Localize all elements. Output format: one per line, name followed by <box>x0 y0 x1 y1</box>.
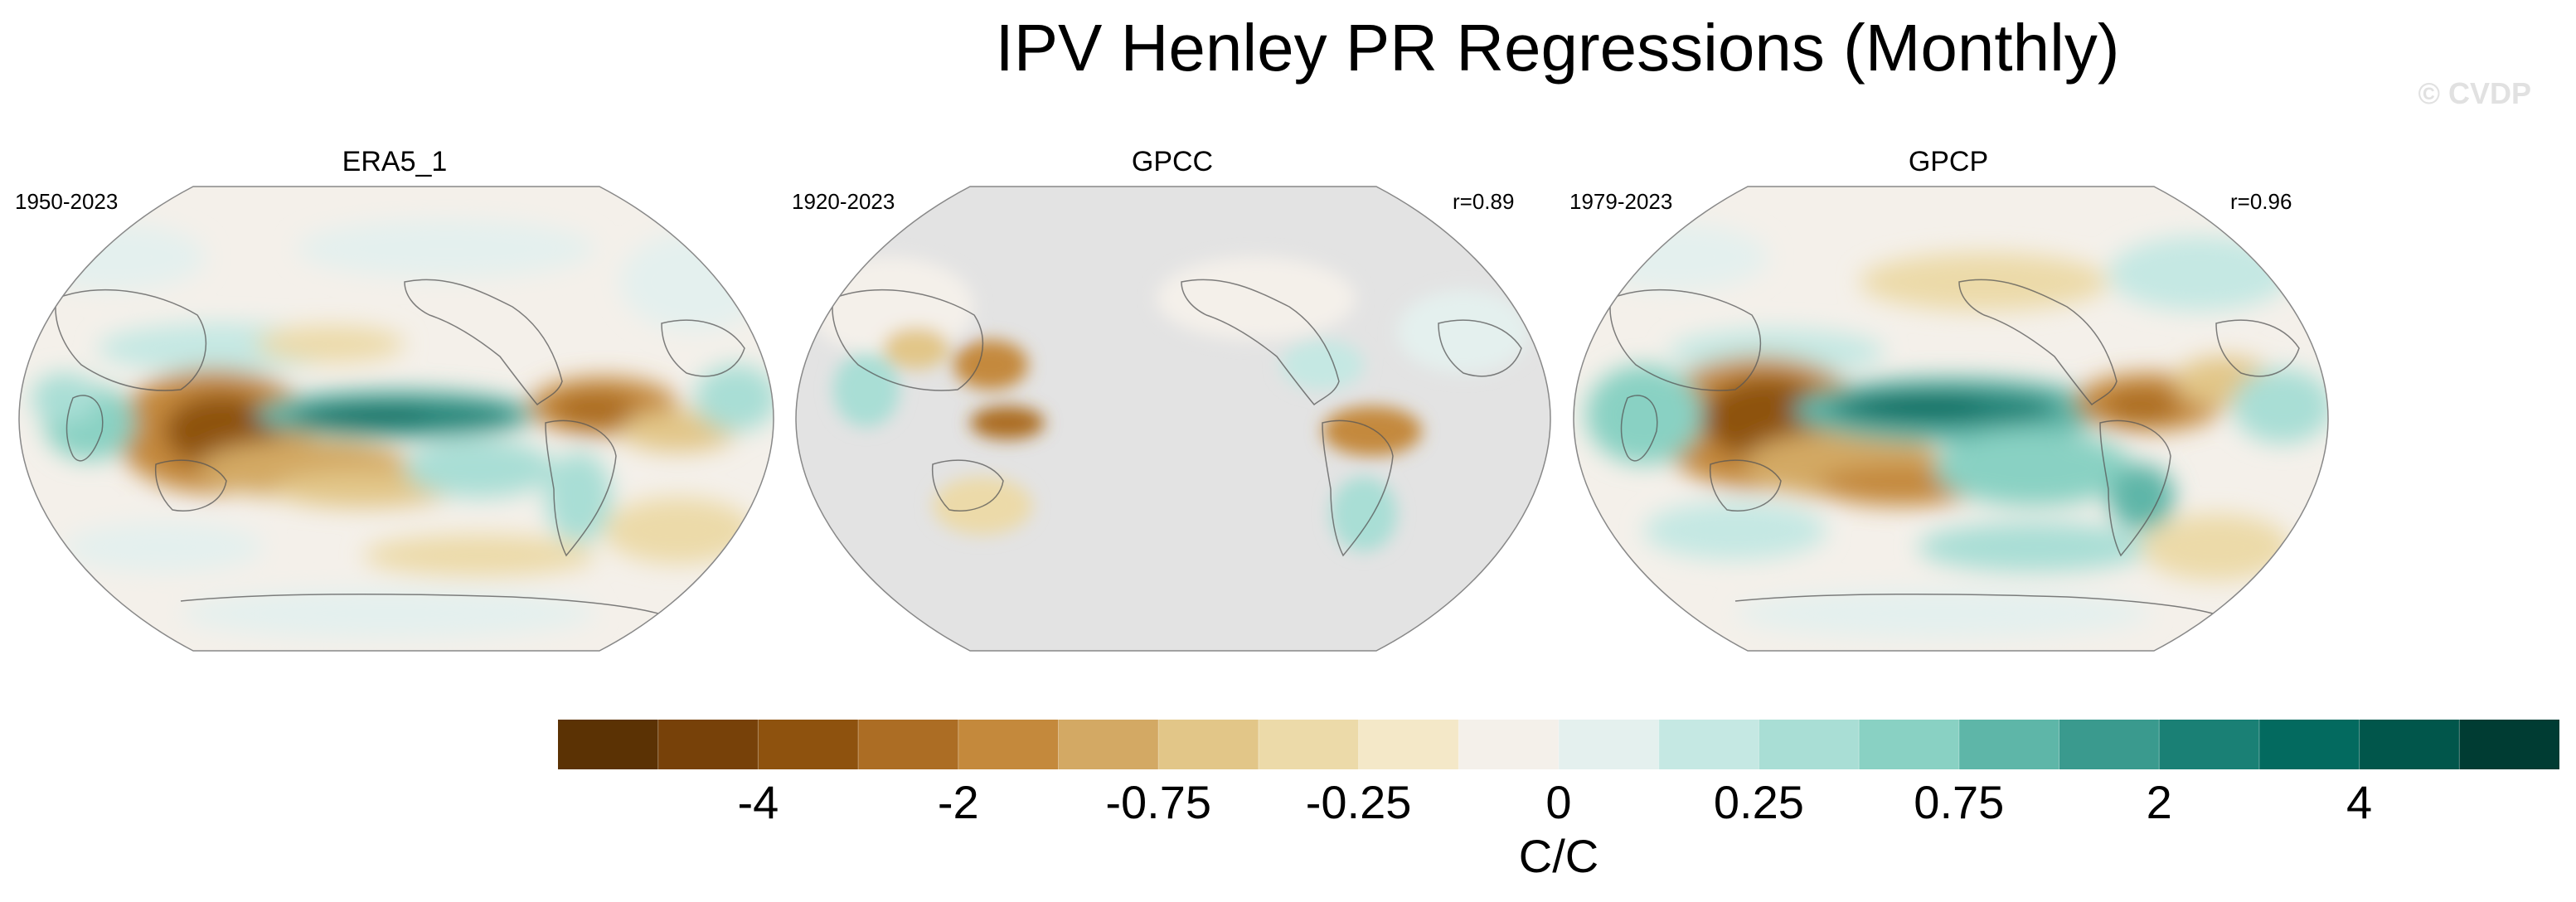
panel-years-era5: 1950-2023 <box>15 189 119 214</box>
map-gpcc <box>795 186 1551 652</box>
colorbar-tick-label: 0 <box>1545 776 1572 828</box>
panel-title-gpcp: GPCP <box>1908 146 1989 177</box>
colorbar-box <box>1358 720 1459 769</box>
panel-years-gpcp: 1979-2023 <box>1569 189 1673 214</box>
colorbar-box <box>858 720 959 769</box>
colorbar-box <box>2359 720 2460 769</box>
colorbar-box <box>1258 720 1360 769</box>
colorbar <box>558 720 2559 769</box>
colorbar-tick-label: 0.75 <box>1914 776 2005 828</box>
colorbar-tick-label: 0.25 <box>1713 776 1804 828</box>
panel-correlation-gpcc: r=0.89 <box>1453 189 1515 214</box>
colorbar-box <box>2159 720 2260 769</box>
colorbar-box <box>2459 720 2559 769</box>
colorbar-box <box>1658 720 1759 769</box>
panel-years-gpcc: 1920-2023 <box>792 189 895 214</box>
figure-title: IPV Henley PR Regressions (Monthly) <box>995 11 2120 85</box>
watermark: © CVDP <box>2418 76 2531 110</box>
colorbar-box <box>1458 720 1560 769</box>
colorbar-box <box>1759 720 1860 769</box>
colorbar-tick-label: -0.75 <box>1105 776 1211 828</box>
colorbar-box <box>958 720 1059 769</box>
colorbar-box <box>1158 720 1259 769</box>
map-gpcp <box>1573 186 2329 652</box>
colorbar-box <box>657 720 759 769</box>
colorbar-tick-label: 4 <box>2346 776 2373 828</box>
colorbar-box <box>2059 720 2160 769</box>
colorbar-tick-label: -0.25 <box>1305 776 1412 828</box>
colorbar-box <box>558 720 659 769</box>
map-era5 <box>18 186 774 652</box>
colorbar-tick-label: 2 <box>2146 776 2172 828</box>
colorbar-box <box>1058 720 1159 769</box>
colorbar-tick-label: -2 <box>937 776 979 828</box>
panel-title-gpcc: GPCC <box>1131 146 1214 177</box>
colorbar-tick-label: -4 <box>737 776 779 828</box>
colorbar-box <box>758 720 859 769</box>
panel-title-era5: ERA5_1 <box>342 146 448 177</box>
colorbar-box <box>1859 720 1960 769</box>
colorbar-box <box>1958 720 2059 769</box>
colorbar-box <box>2258 720 2360 769</box>
colorbar-box <box>1559 720 1660 769</box>
panel-correlation-gpcp: r=0.96 <box>2230 189 2292 214</box>
